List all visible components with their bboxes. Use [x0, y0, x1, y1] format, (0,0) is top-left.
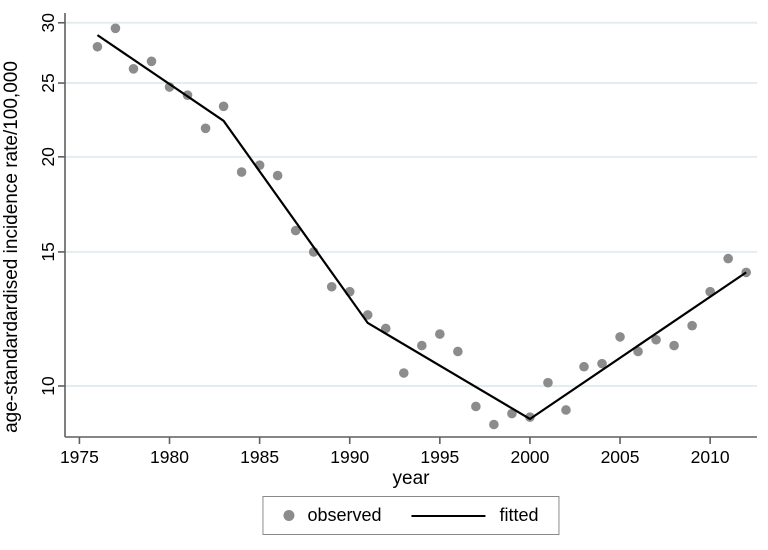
observed-point: [615, 332, 625, 342]
fitted-line-icon: [411, 514, 486, 517]
observed-point: [687, 320, 697, 331]
observed-point: [651, 334, 661, 345]
observed-point: [543, 377, 553, 388]
x-tick-label: 1995: [420, 447, 459, 467]
legend-observed-label: observed: [307, 505, 382, 525]
observed-point: [435, 329, 445, 339]
observed-point: [290, 225, 301, 236]
observed-point: [272, 170, 283, 181]
x-tick-label: 2005: [601, 447, 640, 467]
observed-point: [92, 41, 103, 52]
observed-marker-icon: [283, 510, 295, 521]
observed-point: [218, 101, 229, 112]
observed-point: [669, 340, 679, 351]
x-tick-label: 1980: [150, 447, 189, 467]
chart-generated: 10 15 20 25 30 1975 1980 1985 1990 1995 2000 2005 20…: [38, 13, 757, 467]
observed-point: [398, 368, 409, 378]
observed-point: [597, 358, 607, 369]
y-axis-title: age-standardardised incidence rate/100,0…: [1, 61, 22, 433]
observed-point: [128, 64, 139, 74]
observed-point: [110, 23, 121, 34]
x-tick-label: 2000: [510, 447, 549, 467]
observed-point: [489, 419, 499, 430]
x-tick-label: 1990: [330, 447, 369, 467]
observed-point: [380, 323, 391, 334]
y-tick-label: 10: [38, 376, 58, 396]
observed-point: [146, 56, 157, 67]
observed-point: [453, 346, 463, 357]
observed-point: [471, 401, 481, 412]
observed-point: [561, 405, 571, 415]
observed-point: [525, 412, 535, 422]
observed-point: [417, 340, 427, 351]
observed-point: [200, 123, 211, 134]
observed-point: [633, 346, 643, 357]
observed-point: [723, 253, 733, 264]
y-tick-label: 15: [38, 242, 58, 261]
observed-point: [507, 408, 517, 419]
observed-point: [236, 167, 247, 177]
x-tick-label: 2010: [691, 447, 730, 467]
y-tick-label: 30: [38, 13, 58, 33]
legend-fitted-label: fitted: [499, 505, 539, 525]
fitted-line: [96, 34, 747, 421]
y-tick-label: 20: [38, 147, 58, 167]
observed-point: [579, 361, 589, 372]
legend: observed fitted: [262, 496, 560, 535]
x-tick-label: 1985: [240, 447, 279, 467]
x-axis-title: year: [393, 468, 431, 489]
y-tick-label: 25: [38, 73, 58, 92]
observed-point: [362, 310, 373, 320]
observed-point: [326, 281, 337, 292]
x-tick-label: 1975: [60, 447, 99, 467]
